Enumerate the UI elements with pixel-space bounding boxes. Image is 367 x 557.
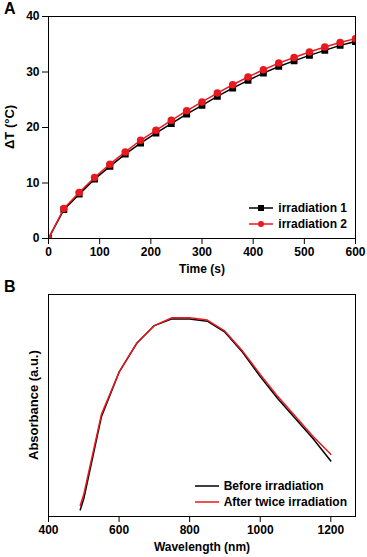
html-text:irradiation 1: irradiation 1	[278, 201, 347, 215]
html-text:Absorbance (a.u.): Absorbance (a.u.)	[26, 350, 41, 460]
svg-text:20: 20	[26, 120, 40, 134]
svg-text:200: 200	[141, 245, 161, 259]
html-text:irradiation 2: irradiation 2	[278, 217, 347, 231]
html-text:ΔT (°C): ΔT (°C)	[2, 104, 17, 150]
svg-text:100: 100	[90, 245, 110, 259]
html-text:A: A	[4, 0, 16, 17]
svg-text:300: 300	[192, 245, 212, 259]
html-text:Before irradiation: Before irradiation	[223, 479, 324, 493]
svg-text:400: 400	[38, 523, 58, 537]
svg-text:1200: 1200	[317, 523, 344, 537]
svg-text:Time (s): Time (s)	[179, 262, 225, 276]
svg-text:1000: 1000	[247, 523, 274, 537]
svg-text:500: 500	[294, 245, 314, 259]
svg-text:400: 400	[243, 245, 263, 259]
svg-text:0: 0	[33, 231, 40, 245]
html-text:B: B	[4, 278, 16, 295]
svg-text:800: 800	[180, 523, 200, 537]
svg-text:0: 0	[45, 245, 52, 259]
svg-text:30: 30	[26, 65, 40, 79]
html-text:After twice irradiation: After twice irradiation	[223, 495, 347, 509]
svg-text:40: 40	[26, 9, 40, 23]
svg-text:600: 600	[345, 245, 365, 259]
svg-text:600: 600	[109, 523, 129, 537]
svg-text:Wavelength (nm): Wavelength (nm)	[154, 540, 250, 554]
svg-text:10: 10	[26, 176, 40, 190]
